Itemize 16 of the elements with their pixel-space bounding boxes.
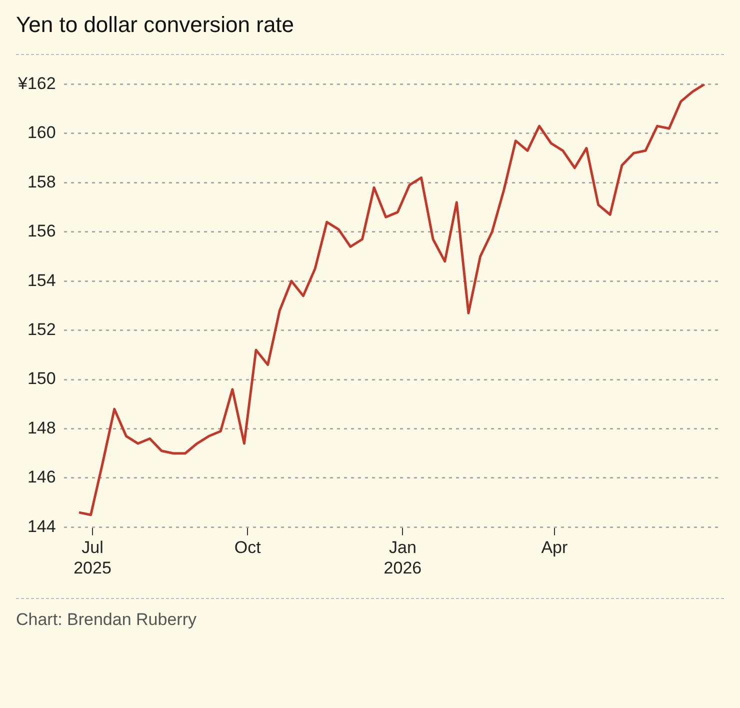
y-tick-label: 158 bbox=[27, 172, 56, 192]
y-tick-label: 156 bbox=[27, 222, 56, 241]
y-tick-label: 154 bbox=[27, 270, 56, 290]
text: Chart: Brendan Ruberry bbox=[16, 610, 196, 630]
y-tick-label: 148 bbox=[27, 418, 56, 438]
y-tick-label: 160 bbox=[27, 123, 56, 142]
x-tick-label: Apr bbox=[541, 538, 568, 558]
y-tick-label: 144 bbox=[27, 516, 56, 536]
chart-title: Yen to dollar conversion rate bbox=[16, 12, 294, 38]
x-tick-label: Jul 2025 bbox=[74, 538, 112, 578]
y-tick-label: 152 bbox=[27, 320, 56, 339]
y-tick-label: 146 bbox=[27, 468, 56, 487]
y-tick-label: ¥162 bbox=[16, 74, 56, 93]
y-tick-label: 150 bbox=[27, 369, 56, 388]
x-tick-label: Oct bbox=[234, 538, 262, 558]
x-tick-label: Jan 2026 bbox=[384, 538, 422, 578]
